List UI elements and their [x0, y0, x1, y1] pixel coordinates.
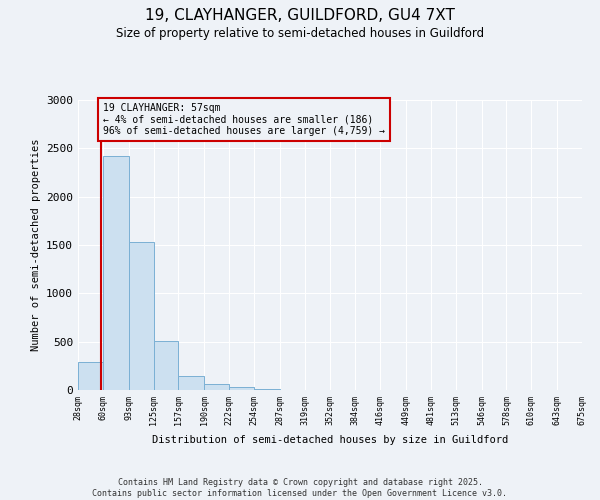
Text: 19, CLAYHANGER, GUILDFORD, GU4 7XT: 19, CLAYHANGER, GUILDFORD, GU4 7XT — [145, 8, 455, 22]
Bar — [103, 156, 128, 390]
Text: Size of property relative to semi-detached houses in Guildford: Size of property relative to semi-detach… — [116, 28, 484, 40]
Bar — [204, 384, 229, 390]
Text: Distribution of semi-detached houses by size in Guildford: Distribution of semi-detached houses by … — [152, 435, 508, 445]
Bar — [229, 387, 254, 390]
Text: 19 CLAYHANGER: 57sqm
← 4% of semi-detached houses are smaller (186)
96% of semi-: 19 CLAYHANGER: 57sqm ← 4% of semi-detach… — [103, 103, 385, 136]
Bar — [254, 389, 280, 390]
Bar — [154, 340, 178, 390]
Y-axis label: Number of semi-detached properties: Number of semi-detached properties — [31, 138, 41, 352]
Bar — [178, 376, 204, 390]
Bar — [128, 242, 154, 390]
Text: Contains HM Land Registry data © Crown copyright and database right 2025.
Contai: Contains HM Land Registry data © Crown c… — [92, 478, 508, 498]
Bar — [78, 362, 103, 390]
